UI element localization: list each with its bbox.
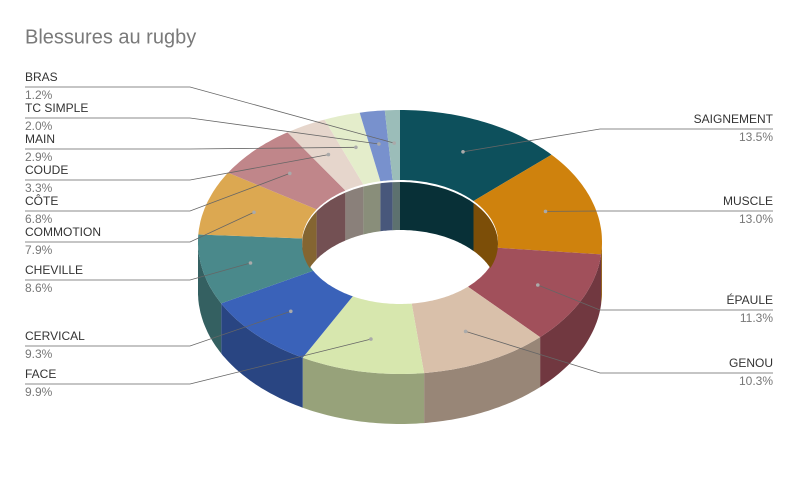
inner-walls <box>302 182 498 292</box>
leader-dot <box>461 150 465 154</box>
category-label: MAIN <box>25 132 55 146</box>
slice <box>468 247 602 338</box>
slice <box>411 286 541 374</box>
value-label: 2.9% <box>25 150 53 164</box>
value-label: 6.8% <box>25 212 53 226</box>
value-label: 8.6% <box>25 281 53 295</box>
leader-line <box>25 146 356 150</box>
leader-dot <box>392 141 397 145</box>
category-label: FACE <box>25 367 56 381</box>
category-label: CERVICAL <box>25 329 85 343</box>
leader-dot <box>377 142 381 146</box>
slice-side <box>424 337 541 424</box>
leader-dot <box>354 145 358 150</box>
leader-line <box>465 331 773 374</box>
category-label: ÉPAULE <box>727 292 773 307</box>
value-label: 13.0% <box>739 212 773 226</box>
slice <box>359 110 393 182</box>
slice-side <box>221 303 303 408</box>
slice <box>324 112 381 185</box>
slice <box>473 154 602 255</box>
slice <box>384 110 400 181</box>
leader-dot <box>543 209 548 214</box>
chart-title: Blessures au rugby <box>25 26 196 48</box>
category-label: MUSCLE <box>723 194 773 208</box>
category-label: SAIGNEMENT <box>694 112 774 126</box>
value-label: 3.3% <box>25 181 53 195</box>
slice-side <box>302 357 425 424</box>
leader-line <box>25 117 379 145</box>
slice-inner <box>345 184 364 241</box>
leader-line <box>25 154 329 181</box>
leader-dot <box>536 283 540 287</box>
value-label: 1.2% <box>25 88 53 102</box>
slice-side <box>540 254 602 388</box>
slice-side <box>198 242 222 354</box>
leader-dot <box>252 210 256 215</box>
leader-dot <box>288 171 292 176</box>
category-label: GENOU <box>729 356 773 370</box>
value-label: 9.9% <box>25 385 53 399</box>
slice-inner <box>392 182 400 231</box>
slice <box>228 132 346 210</box>
category-label: CHEVILLE <box>25 263 83 277</box>
slice <box>400 110 552 201</box>
slice <box>198 172 317 239</box>
leader-line <box>25 262 251 281</box>
slice-inner <box>316 190 346 260</box>
leader-line <box>25 173 290 212</box>
leader-line <box>25 211 255 243</box>
slice-inner <box>400 182 474 251</box>
value-label: 9.3% <box>25 347 53 361</box>
leader-dot <box>248 261 253 265</box>
slice-side <box>601 242 602 305</box>
value-label: 13.5% <box>739 130 773 144</box>
leader-line <box>537 284 773 311</box>
category-label: BRAS <box>25 70 58 84</box>
leader-dot <box>289 309 293 314</box>
slice-inner <box>380 182 393 232</box>
leader-line <box>25 86 395 144</box>
category-label: COMMOTION <box>25 225 101 239</box>
slice-inner <box>363 182 381 235</box>
leader-line <box>462 128 773 153</box>
value-label: 2.0% <box>25 119 53 133</box>
slice <box>221 270 353 358</box>
category-label: CÔTE <box>25 193 58 208</box>
slice <box>198 234 314 304</box>
category-label: COUDE <box>25 163 68 177</box>
leader-line <box>25 310 291 347</box>
category-label: TC SIMPLE <box>25 101 88 115</box>
leader-dot <box>326 152 331 157</box>
leader-dot <box>369 337 373 341</box>
value-label: 10.3% <box>739 374 773 388</box>
leader-dot <box>463 329 468 334</box>
slice <box>302 296 425 374</box>
leader-line <box>25 338 371 385</box>
value-label: 11.3% <box>740 311 773 325</box>
value-label: 7.9% <box>25 243 53 257</box>
